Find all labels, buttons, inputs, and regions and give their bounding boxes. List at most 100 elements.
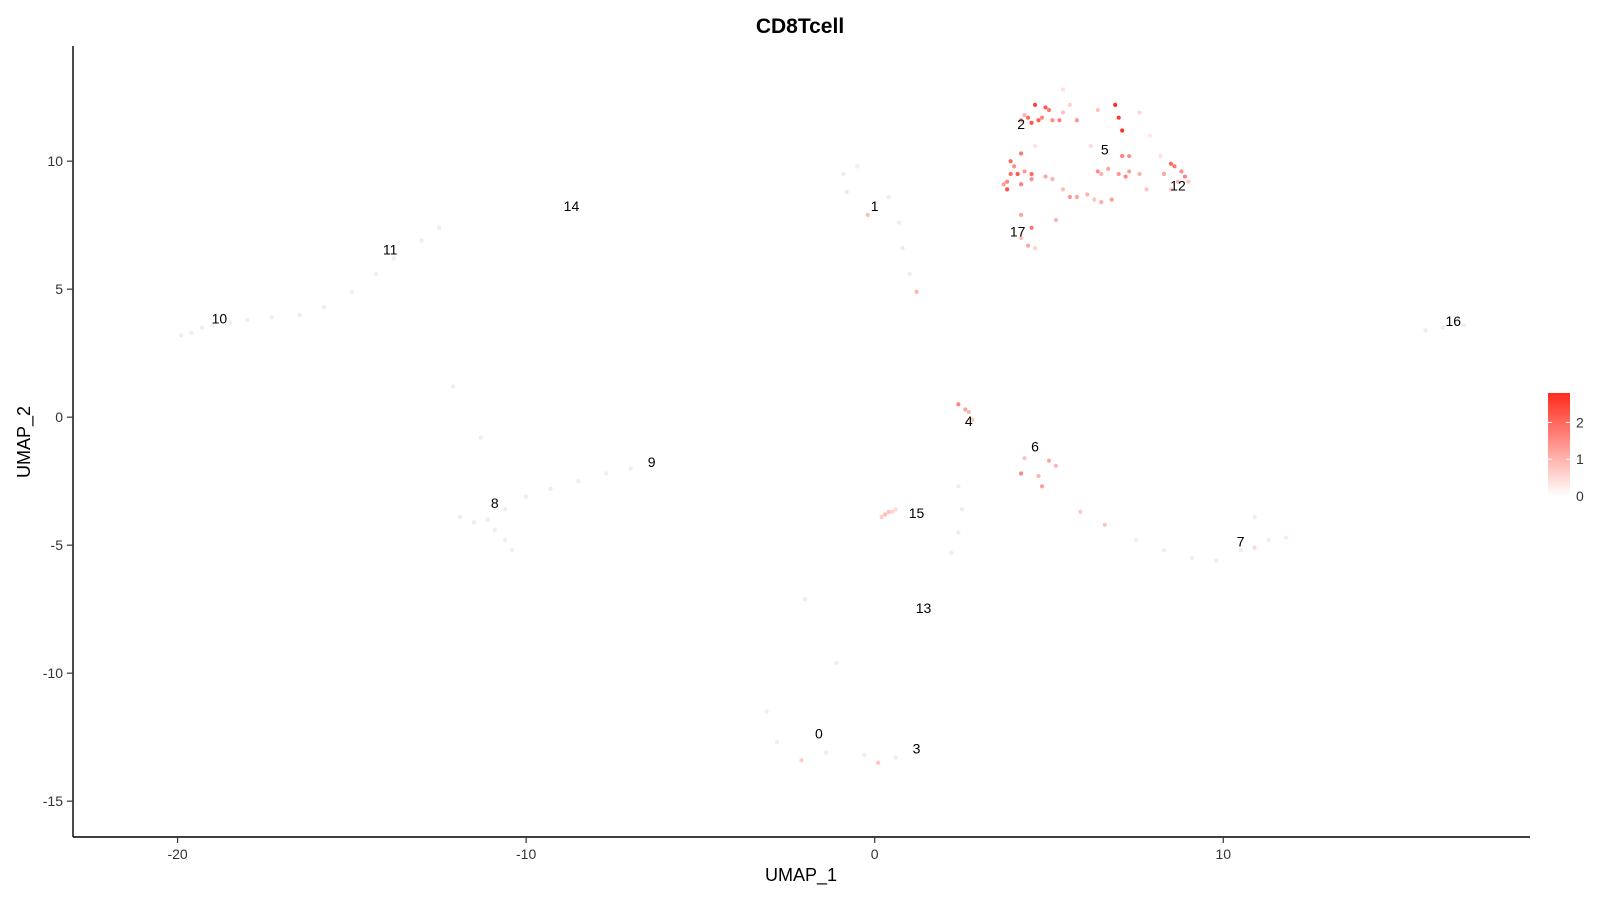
expression-cell bbox=[1253, 546, 1257, 550]
expression-cell bbox=[883, 512, 887, 516]
expression-cell bbox=[1029, 177, 1033, 181]
cluster-label: 0 bbox=[815, 725, 823, 741]
expression-cell bbox=[1110, 197, 1114, 201]
expression-cell bbox=[1009, 159, 1013, 163]
expression-cell bbox=[1179, 169, 1183, 173]
expression-cell bbox=[1036, 118, 1040, 122]
background-cell bbox=[486, 517, 490, 521]
background-cell bbox=[297, 313, 301, 317]
expression-cell bbox=[1099, 172, 1103, 176]
expression-cell bbox=[1117, 116, 1121, 120]
y-tick-label: -10 bbox=[43, 665, 63, 681]
expression-cell bbox=[1106, 167, 1110, 171]
background-cell bbox=[907, 272, 911, 276]
cluster-label: 1 bbox=[871, 198, 879, 214]
cluster-label: 10 bbox=[212, 311, 228, 327]
background-cell bbox=[472, 520, 476, 524]
y-tick-label: -5 bbox=[51, 537, 64, 553]
background-cell bbox=[841, 172, 845, 176]
background-cell bbox=[479, 435, 483, 439]
expression-cell bbox=[1016, 172, 1020, 176]
expression-cell bbox=[1078, 510, 1082, 514]
expression-cell bbox=[1103, 523, 1107, 527]
expression-cell bbox=[1138, 110, 1142, 114]
expression-cell bbox=[1162, 172, 1166, 176]
x-axis-title: UMAP_1 bbox=[765, 865, 837, 886]
expression-cell bbox=[1033, 144, 1037, 148]
expression-cells bbox=[799, 87, 1288, 764]
cluster-label: 3 bbox=[913, 741, 921, 757]
legend-tick-label: 1 bbox=[1576, 451, 1584, 467]
cluster-label: 6 bbox=[1031, 439, 1039, 455]
expression-cell bbox=[1068, 195, 1072, 199]
background-cell bbox=[1134, 538, 1138, 542]
expression-cell bbox=[1029, 121, 1033, 125]
expression-cell bbox=[1172, 164, 1176, 168]
background-cell bbox=[1266, 538, 1270, 542]
background-cell bbox=[862, 753, 866, 757]
y-tick-label: -15 bbox=[43, 793, 63, 809]
x-tick-label: -20 bbox=[167, 846, 187, 862]
x-tick-label: 0 bbox=[871, 846, 879, 862]
expression-cell bbox=[1127, 154, 1131, 158]
expression-cell bbox=[880, 515, 884, 519]
expression-cell bbox=[1019, 471, 1023, 475]
background-cell bbox=[269, 315, 273, 319]
expression-cell bbox=[1047, 459, 1051, 463]
expression-cell bbox=[1029, 226, 1033, 230]
expression-cell bbox=[1068, 103, 1072, 107]
background-cell bbox=[1190, 556, 1194, 560]
expression-cell bbox=[1075, 118, 1079, 122]
expression-cell bbox=[1057, 118, 1061, 122]
expression-cell bbox=[1036, 474, 1040, 478]
cluster-label: 8 bbox=[491, 495, 499, 511]
expression-cell bbox=[963, 407, 967, 411]
background-cell bbox=[510, 548, 514, 552]
expression-cell bbox=[1022, 169, 1026, 173]
expression-cell bbox=[894, 507, 898, 511]
background-cell bbox=[886, 195, 890, 199]
cluster-label: 2 bbox=[1017, 116, 1025, 132]
y-axis-ticks: -15-10-50510 bbox=[43, 153, 73, 809]
y-tick-label: 5 bbox=[55, 281, 63, 297]
cluster-label: 7 bbox=[1237, 533, 1245, 549]
y-axis-title: UMAP_2 bbox=[14, 406, 35, 478]
background-cell bbox=[1423, 328, 1427, 332]
expression-cell bbox=[1085, 192, 1089, 196]
expression-cell bbox=[1169, 162, 1173, 166]
cluster-label: 5 bbox=[1101, 142, 1109, 158]
expression-cell bbox=[914, 290, 918, 294]
expression-cell bbox=[1120, 128, 1124, 132]
x-tick-label: -10 bbox=[516, 846, 536, 862]
background-cell bbox=[845, 190, 849, 194]
expression-cell bbox=[1026, 244, 1030, 248]
background-cell bbox=[834, 661, 838, 665]
background-cell bbox=[437, 226, 441, 230]
background-cell bbox=[956, 484, 960, 488]
expression-cell bbox=[1050, 118, 1054, 122]
expression-cell bbox=[1019, 213, 1023, 217]
expression-cell bbox=[1284, 535, 1288, 539]
expression-cell bbox=[1047, 108, 1051, 112]
expression-cell bbox=[1026, 116, 1030, 120]
expression-cell bbox=[1012, 164, 1016, 168]
expression-cell bbox=[1019, 182, 1023, 186]
expression-cell bbox=[1158, 154, 1162, 158]
expression-cell bbox=[1089, 144, 1093, 148]
background-cell bbox=[1214, 558, 1218, 562]
expression-cell bbox=[956, 402, 960, 406]
background-cell bbox=[179, 333, 183, 337]
background-cell bbox=[503, 538, 507, 542]
expression-cell bbox=[1061, 110, 1065, 114]
y-tick-label: 0 bbox=[55, 409, 63, 425]
expression-cell bbox=[1054, 218, 1058, 222]
background-cell bbox=[503, 507, 507, 511]
expression-cell bbox=[1144, 187, 1148, 191]
background-cell bbox=[900, 246, 904, 250]
background-cell bbox=[245, 318, 249, 322]
expression-cell bbox=[1075, 195, 1079, 199]
expression-cell bbox=[1099, 200, 1103, 204]
expression-cell bbox=[1138, 172, 1142, 176]
background-cell bbox=[200, 325, 204, 329]
color-legend-bar bbox=[1548, 393, 1570, 496]
